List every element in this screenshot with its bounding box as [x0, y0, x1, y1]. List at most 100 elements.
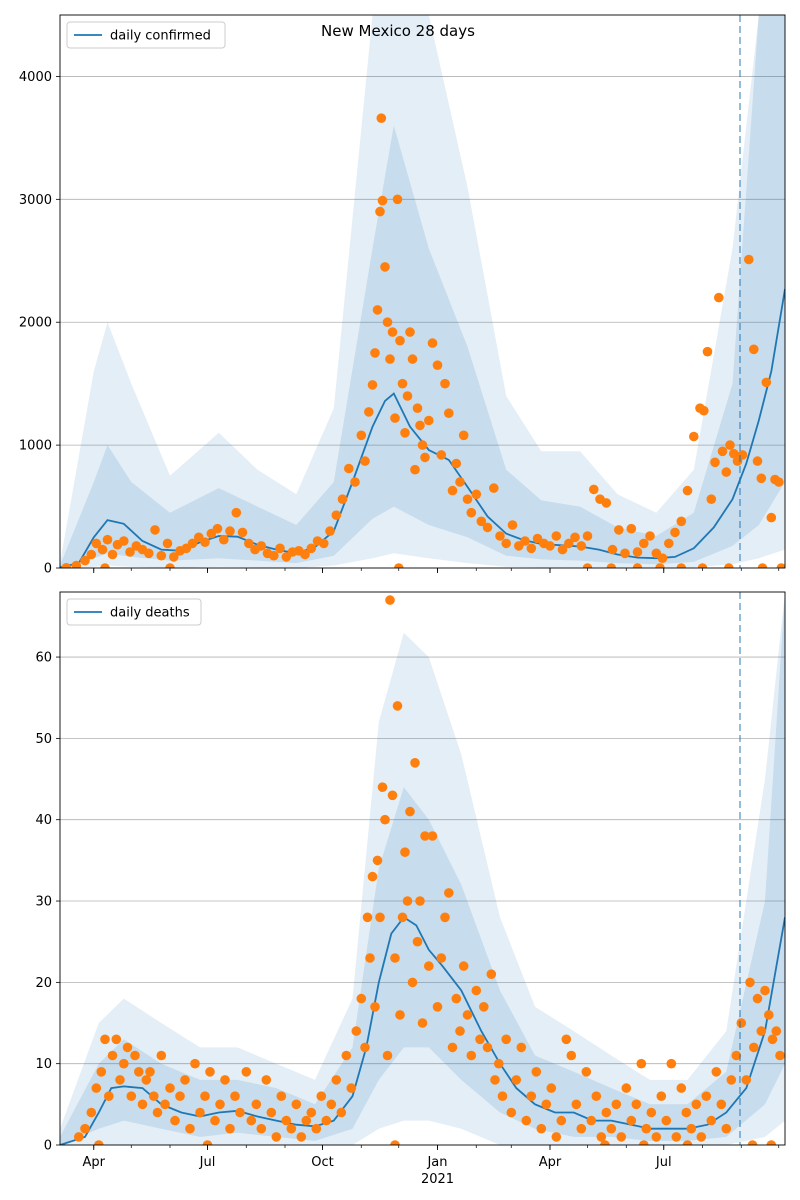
observation-point — [152, 1107, 163, 1118]
observation-point — [756, 1026, 767, 1036]
observation-point — [175, 1091, 185, 1101]
observation-point — [102, 534, 113, 545]
observation-point — [557, 544, 568, 555]
observation-point — [731, 1050, 742, 1061]
observation-point — [291, 1099, 302, 1110]
y-tick-label: 2000 — [19, 316, 52, 331]
observation-point — [455, 1026, 465, 1036]
y-tick-label: 20 — [35, 976, 52, 991]
observation-point — [397, 378, 408, 389]
y-tick-label: 40 — [35, 813, 52, 828]
observation-point — [372, 305, 383, 315]
observation-point — [699, 405, 709, 416]
observation-point — [187, 538, 198, 549]
observation-point — [266, 1107, 277, 1118]
observation-point — [749, 1042, 759, 1053]
observation-point — [200, 1091, 210, 1101]
observation-point — [601, 1107, 612, 1118]
observation-point — [80, 555, 90, 566]
observation-point — [195, 1107, 205, 1118]
observation-point — [286, 1123, 297, 1134]
observation-point — [482, 522, 493, 533]
observation-point — [367, 380, 378, 390]
inner-interval-band — [60, 592, 785, 1145]
observation-point — [395, 1010, 405, 1020]
observation-point — [180, 1075, 190, 1085]
observation-point — [375, 206, 385, 217]
observation-point — [376, 113, 387, 123]
observation-point — [444, 408, 454, 419]
observation-point — [655, 563, 665, 568]
observation-point — [97, 544, 108, 555]
observation-point — [576, 1123, 587, 1134]
deaths-chart: 0 10 20 30 40 50 60 Apr Jul Oct Jan 2021 Apr Jul daily… — [35, 591, 786, 1187]
observation-point — [311, 1123, 322, 1134]
observation-point — [774, 477, 784, 487]
observation-point — [561, 1034, 572, 1045]
observation-point — [541, 1099, 552, 1110]
observation-point — [360, 456, 370, 466]
observation-point — [392, 194, 403, 205]
observation-point — [632, 563, 643, 568]
observation-point — [71, 560, 82, 568]
observation-point — [134, 1067, 144, 1077]
observation-point — [377, 782, 388, 792]
observation-point — [246, 1115, 257, 1126]
observation-point — [626, 523, 637, 534]
observation-point — [466, 507, 477, 518]
observation-point — [412, 936, 423, 947]
observation-point — [261, 1075, 272, 1085]
observation-point — [219, 534, 229, 545]
observation-point — [241, 1067, 252, 1077]
x-tick-label: Jul — [655, 1155, 672, 1170]
observation-point — [661, 1115, 672, 1126]
observation-point — [346, 1083, 357, 1093]
observation-point — [341, 1050, 352, 1061]
observation-point — [761, 377, 772, 388]
observation-point — [415, 420, 425, 431]
observation-point — [620, 548, 630, 559]
legend: daily deaths — [66, 598, 202, 626]
observation-point — [564, 538, 574, 549]
observation-point — [611, 1099, 622, 1110]
observation-point — [737, 450, 748, 460]
observation-point — [489, 483, 499, 493]
observation-point — [521, 1115, 532, 1126]
observation-point — [601, 498, 612, 508]
observation-point — [356, 993, 367, 1004]
observation-point — [664, 538, 674, 549]
observation-point — [210, 1115, 220, 1126]
observation-point — [775, 1050, 785, 1061]
y-tick-label: 10 — [35, 1057, 52, 1072]
observation-point — [501, 1034, 512, 1045]
observation-point — [96, 1067, 107, 1077]
observation-point — [306, 1107, 317, 1118]
observation-point — [296, 1132, 307, 1142]
observation-point — [752, 456, 763, 466]
observation-point — [591, 1091, 602, 1101]
observation-point — [606, 563, 617, 568]
observation-point — [405, 327, 415, 337]
observation-point — [551, 531, 562, 541]
observation-point — [364, 407, 374, 417]
observation-point — [397, 912, 408, 923]
observation-point — [420, 452, 430, 463]
observation-point — [417, 1018, 428, 1028]
observation-point — [362, 912, 373, 923]
observation-point — [390, 413, 400, 423]
x-tick-label: Apr — [83, 1155, 106, 1170]
observation-point — [104, 1091, 114, 1101]
legend: daily confirmed — [66, 21, 226, 49]
observation-point — [370, 1002, 380, 1012]
observation-point — [636, 1058, 647, 1069]
confirmed-chart: 0 1000 2000 3000 4000 daily confirmed — [19, 14, 786, 577]
observation-point — [230, 1091, 240, 1101]
observation-point — [495, 531, 505, 541]
observation-point — [616, 1132, 627, 1142]
observation-point — [729, 448, 739, 459]
observation-point — [61, 563, 72, 568]
observation-point — [400, 847, 410, 857]
observation-point — [400, 428, 410, 438]
observation-point — [306, 543, 317, 554]
observation-point — [726, 1075, 737, 1085]
